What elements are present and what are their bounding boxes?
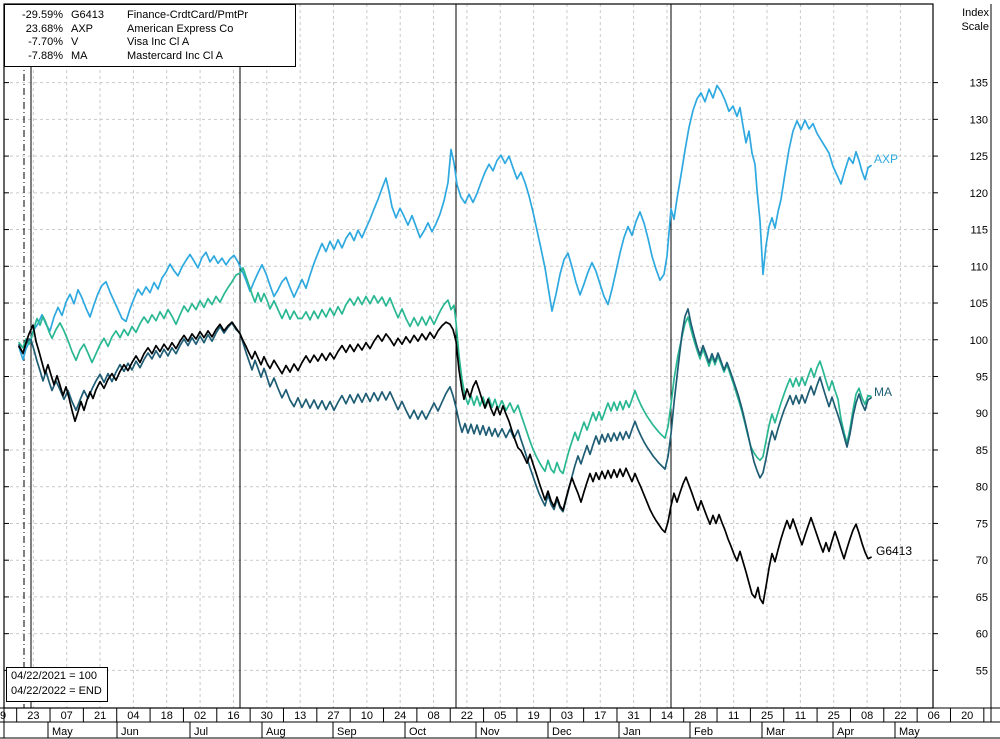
x-axis-day-tick-label: 25 — [828, 710, 840, 722]
x-axis-month-label: Oct — [409, 726, 426, 738]
legend-ticker: G6413 — [71, 9, 105, 21]
x-axis-month-label: Sep — [337, 726, 357, 738]
series-line-axp — [18, 84, 872, 361]
y-axis-tick-label: 100 — [970, 335, 988, 347]
x-axis-day-tick-label: 16 — [227, 710, 239, 722]
series-end-label-axp: AXP — [874, 152, 898, 166]
legend-row: -7.70% V Visa Inc Cl A — [5, 36, 295, 50]
x-axis-day-tick-label: 23 — [27, 710, 39, 722]
x-axis-month-label: Nov — [480, 726, 500, 738]
y-axis-tick-label: 95 — [976, 372, 988, 384]
x-axis-day-tick-label: 07 — [61, 710, 73, 722]
x-axis-day-tick-label: 02 — [194, 710, 206, 722]
y-axis-tick-label: 85 — [976, 445, 988, 457]
index-scale-line2: Scale — [961, 21, 989, 33]
x-axis-day-tick-label: 19 — [527, 710, 539, 722]
y-axis-tick-label: 110 — [970, 261, 988, 273]
x-axis-month-label: Jan — [623, 726, 641, 738]
y-axis-tick-label: 65 — [976, 592, 988, 604]
legend-ticker: MA — [71, 49, 88, 62]
x-axis-day-tick-label: 11 — [728, 710, 739, 722]
x-axis-day-tick-label: 30 — [261, 710, 273, 722]
x-axis-day-tick-label: 05 — [494, 710, 506, 722]
series-end-label-g6413: G6413 — [876, 544, 912, 558]
index-scale-line1: Index — [962, 7, 989, 19]
x-axis-month-label: Feb — [694, 726, 713, 738]
legend-security-name: American Express Co — [127, 22, 234, 35]
y-axis-tick-label: 90 — [976, 408, 988, 420]
x-axis-day-tick-label: 17 — [594, 710, 606, 722]
x-axis-month-label: Aug — [266, 726, 286, 738]
x-axis-month-label: Jul — [194, 726, 208, 738]
x-axis-day-tick-label: 14 — [661, 710, 673, 722]
x-axis-day-tick-label: 21 — [94, 710, 106, 722]
legend-security-name: Finance-CrdtCard/PmtPr — [127, 9, 249, 21]
y-axis-tick-label: 55 — [976, 665, 988, 677]
y-axis-tick-label: 60 — [976, 629, 988, 641]
legend-ticker: AXP — [71, 22, 94, 35]
base-date-line: 04/22/2021 = 100 — [11, 670, 97, 682]
legend-pct-change: -7.70% — [28, 36, 63, 48]
series-end-label-ma: MA — [874, 385, 892, 399]
x-axis-month-label: May — [899, 726, 920, 738]
x-axis-day-tick-label: 25 — [761, 710, 773, 722]
y-axis-tick-label: 75 — [976, 519, 988, 531]
legend-row: 23.68% AXP American Express Co — [5, 23, 295, 37]
series-line-ma — [18, 308, 872, 513]
legend-box: -29.59% G6413 Finance-CrdtCard/PmtPr 23.… — [4, 4, 296, 67]
x-axis-day-tick-label: 22 — [894, 710, 906, 722]
x-axis-month-label: May — [52, 726, 73, 738]
legend-security-name: Visa Inc Cl A — [127, 36, 190, 48]
legend-pct-change: -7.88% — [28, 49, 63, 62]
x-axis-day-tick-label: 31 — [627, 710, 639, 722]
base-date-note: 04/22/2021 = 100 04/22/2022 = END — [6, 667, 108, 702]
x-axis-day-tick-label: 09 — [0, 710, 6, 722]
x-axis-day-tick-label: 28 — [694, 710, 706, 722]
x-axis-day-tick-label: 27 — [327, 710, 339, 722]
x-axis-day-tick-label: 10 — [361, 710, 373, 722]
index-scale-header: Index Scale — [961, 6, 989, 34]
x-axis-day-tick-label: 22 — [461, 710, 473, 722]
x-axis-day-tick-label: 08 — [861, 710, 873, 722]
x-axis-day-tick-label: 08 — [427, 710, 439, 722]
x-axis-day-tick-label: 03 — [561, 710, 573, 722]
y-axis-tick-label: 135 — [970, 78, 988, 90]
legend-row: -29.59% G6413 Finance-CrdtCard/PmtPr — [5, 9, 295, 23]
series-line-g6413 — [18, 321, 872, 605]
x-axis-month-label: Jun — [121, 726, 139, 738]
x-axis-day-tick-label: 24 — [394, 710, 406, 722]
y-axis-tick-label: 70 — [976, 555, 988, 567]
y-axis-tick-label: 80 — [976, 482, 988, 494]
x-axis-day-tick-label: 06 — [928, 710, 940, 722]
legend-ticker: V — [71, 36, 79, 48]
x-axis-month-label: Dec — [552, 726, 572, 738]
end-date-line: 04/22/2022 = END — [11, 685, 102, 697]
x-axis-day-tick-label: 20 — [961, 710, 973, 722]
x-axis-day-tick-label: 04 — [127, 710, 139, 722]
x-axis-day-tick-label: 13 — [294, 710, 306, 722]
y-axis-tick-label: 120 — [970, 188, 988, 200]
y-axis-tick-label: 115 — [970, 225, 988, 237]
y-axis-tick-label: 105 — [970, 298, 988, 310]
series-line-v — [18, 266, 872, 475]
x-axis-month-label: Mar — [766, 726, 785, 738]
x-axis-day-tick-label: 18 — [161, 710, 173, 722]
legend-row: -7.88% MA Mastercard Inc Cl A — [5, 50, 295, 64]
y-axis-tick-label: 130 — [970, 114, 988, 126]
legend-security-name: Mastercard Inc Cl A — [127, 49, 223, 62]
x-axis-day-tick-label: 11 — [795, 710, 806, 722]
x-axis-month-label: Apr — [837, 726, 854, 738]
y-axis-tick-label: 125 — [970, 151, 988, 163]
legend-pct-change: -29.59% — [22, 9, 63, 21]
legend-pct-change: 23.68% — [25, 22, 63, 35]
